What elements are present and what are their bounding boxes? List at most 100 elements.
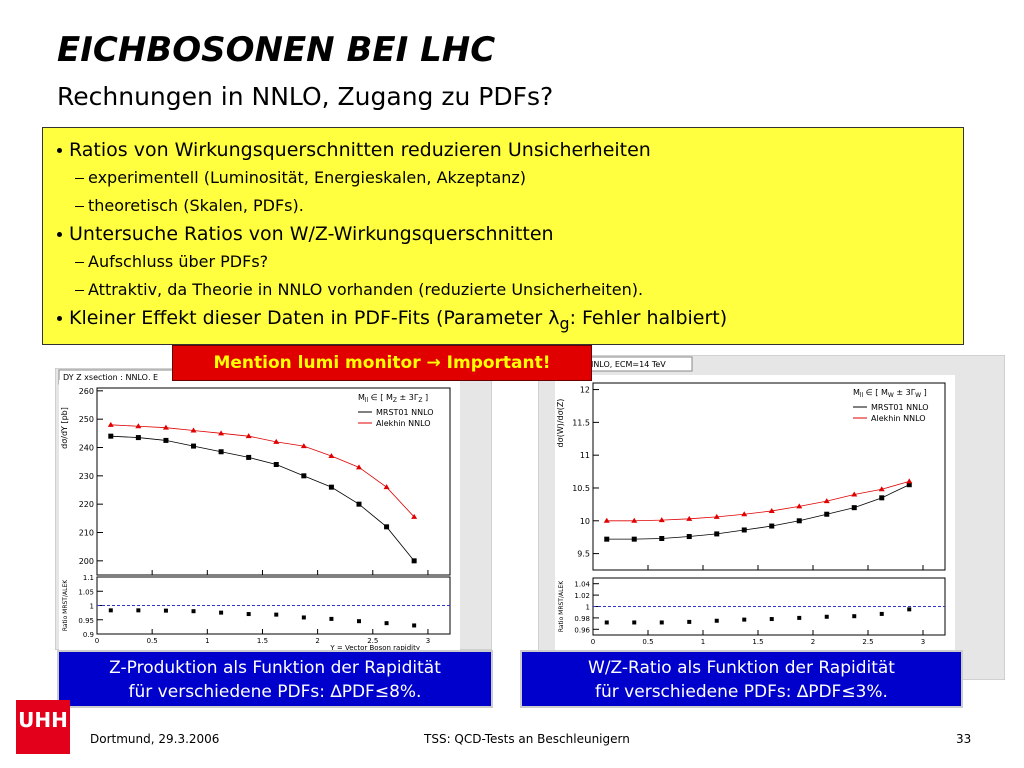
x-tick-label: 2 xyxy=(811,638,815,646)
legend-label: MRST01 NNLO xyxy=(376,408,434,417)
point xyxy=(659,536,665,542)
x-tick-label: 1.5 xyxy=(752,638,763,646)
legend-title: Mll ∈ [ MW ± 3ΓW ] xyxy=(853,388,927,399)
point xyxy=(879,495,885,501)
point xyxy=(190,427,197,433)
slide-title: EICHBOSONEN BEI LHC xyxy=(57,30,496,70)
plot-title: DY Z xsection : NNLO, E xyxy=(63,373,158,382)
footer-center: TSS: QCD-Tests an Beschleunigern xyxy=(424,732,630,746)
legend-title-part: ] xyxy=(422,393,428,402)
x-tick-label: 3 xyxy=(921,638,925,646)
legend-title-part: W xyxy=(888,392,894,399)
ratio-point xyxy=(108,608,113,613)
point xyxy=(273,462,279,467)
r-tick-label: 0.9 xyxy=(83,631,94,639)
r-tick-label: 1.1 xyxy=(83,574,94,582)
point xyxy=(741,527,747,533)
caption: Z-Produktion als Funktion der Rapidität f… xyxy=(57,650,493,708)
bullet-list: Ratios von Wirkungsquerschnitten reduzie… xyxy=(43,128,963,338)
bullet: Ratios von Wirkungsquerschnitten reduzie… xyxy=(57,136,963,164)
point xyxy=(328,453,335,458)
ratio-point xyxy=(191,609,196,614)
point xyxy=(218,449,224,455)
legend-title-part: ∈ [ M xyxy=(863,388,888,397)
caption-line: W/Z-Ratio als Funktion der Rapidität xyxy=(588,658,895,678)
point xyxy=(355,464,362,470)
ratio-point xyxy=(604,620,609,625)
point xyxy=(107,421,114,427)
r-tick-label: 0.98 xyxy=(574,615,590,623)
series-line xyxy=(606,481,910,522)
y-tick-label: 220 xyxy=(79,500,94,509)
bullet-box: Ratios von Wirkungsquerschnitten reduzie… xyxy=(42,127,964,345)
point xyxy=(851,491,858,497)
ratio-point xyxy=(219,610,224,615)
ratio-point xyxy=(687,619,692,624)
legend-title: Mll ∈ [ MZ ± 3ΓZ ] xyxy=(358,393,428,404)
ratio-label: Ratio MRST/ALEK xyxy=(558,580,565,632)
r-tick-label: 0.96 xyxy=(574,626,590,634)
point xyxy=(768,507,775,513)
y-tick-label: 230 xyxy=(79,472,94,481)
legend-label: MRST01 NNLO xyxy=(871,403,929,412)
point xyxy=(741,511,748,517)
ratio-point xyxy=(274,612,279,617)
plot-title: xsection : NNLO, ECM=14 TeV xyxy=(546,360,666,369)
series-line xyxy=(110,435,415,562)
point xyxy=(796,503,803,509)
x-tick-label: 0 xyxy=(95,637,99,645)
plot: DY Z xsection : NNLO, E20021022023024025… xyxy=(55,368,492,650)
ratio-point xyxy=(301,615,306,620)
x-tick-label: 2.5 xyxy=(862,638,873,646)
sub-bullet: theoretisch (Skalen, PDFs). xyxy=(75,192,963,220)
point xyxy=(108,433,114,439)
point xyxy=(246,454,252,460)
y-tick-label: 9.5 xyxy=(577,550,590,559)
sub-bullet: Attraktiv, da Theorie in NNLO vorhanden … xyxy=(75,276,963,304)
x-tick-label: 1.5 xyxy=(257,637,268,645)
x-tick-label: 0 xyxy=(591,638,595,646)
ratio-point xyxy=(879,611,884,616)
x-tick-label: 3 xyxy=(426,637,430,645)
legend-title-part: M xyxy=(358,393,365,402)
ratio-point xyxy=(714,618,719,623)
series-line xyxy=(110,424,415,518)
slide-subtitle: Rechnungen in NNLO, Zugang zu PDFs? xyxy=(57,82,554,111)
point xyxy=(163,437,169,443)
y-label: dσ/dY [pb] xyxy=(60,407,69,449)
axes xyxy=(592,382,946,571)
x-tick-label: 1 xyxy=(205,637,209,645)
caption-line: für verschiedene PDFs: ∆PDF≤3%. xyxy=(595,682,888,702)
point xyxy=(906,482,912,488)
point xyxy=(603,517,610,523)
legend-title-part: Z xyxy=(393,397,397,404)
legend-title-part: ± 3Γ xyxy=(894,388,916,397)
point xyxy=(411,558,417,564)
ratio-point xyxy=(632,620,637,625)
sub-bullet: experimentell (Luminosität, Energieskale… xyxy=(75,164,963,192)
point xyxy=(384,524,390,530)
ratio-point xyxy=(852,614,857,619)
point xyxy=(713,513,720,519)
ratio-point xyxy=(824,614,829,619)
legend-label: Alekhin NNLO xyxy=(871,414,926,423)
y-tick-label: 250 xyxy=(79,415,94,424)
point xyxy=(631,536,637,542)
y-tick-label: 260 xyxy=(79,387,94,396)
y-tick-label: 11 xyxy=(580,451,590,460)
ratio-point xyxy=(384,621,389,626)
legend-title-part: ∈ [ M xyxy=(368,393,393,402)
caption-line: Z-Produktion als Funktion der Rapidität xyxy=(109,658,441,678)
ratio-point xyxy=(797,615,802,620)
ratio-point xyxy=(329,616,334,621)
point xyxy=(356,501,362,507)
r-tick-label: 1.04 xyxy=(574,581,590,589)
point xyxy=(631,517,638,523)
point xyxy=(411,513,418,519)
legend-title-part: ll xyxy=(365,397,369,404)
x-tick-label: 2 xyxy=(315,637,319,645)
point xyxy=(823,498,830,504)
bullet: Kleiner Effekt dieser Daten in PDF-Fits … xyxy=(57,304,963,338)
point xyxy=(191,443,197,449)
